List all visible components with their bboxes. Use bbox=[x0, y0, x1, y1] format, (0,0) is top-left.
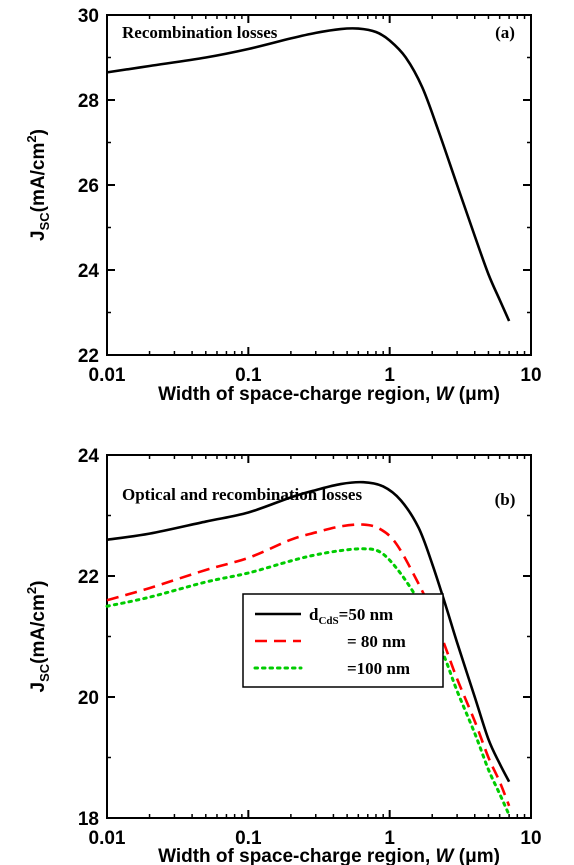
x-tick-label: 1 bbox=[384, 828, 395, 849]
legend-label-text: = 80 nm bbox=[347, 632, 406, 651]
chart-title: Recombination losses bbox=[122, 23, 278, 42]
y-tick-label: 24 bbox=[78, 261, 100, 282]
legend-label-sub: CdS bbox=[318, 615, 338, 627]
y-tick-label: 28 bbox=[78, 91, 99, 112]
y-tick-label: 20 bbox=[78, 688, 99, 709]
series-line-dashed bbox=[106, 523, 511, 807]
legend-label-text: =50 nm bbox=[339, 605, 394, 624]
y-axis-label: JSC(mA/cm2) bbox=[24, 129, 52, 241]
y-axis-label-sup: 2 bbox=[24, 587, 39, 594]
series-line-solid bbox=[106, 480, 511, 783]
series-line-solid bbox=[106, 27, 511, 322]
y-tick-label: 18 bbox=[78, 809, 99, 830]
y-axis-label-unit: (mA/cm bbox=[28, 143, 49, 213]
y-tick-label: 22 bbox=[78, 346, 99, 367]
x-tick-label: 10 bbox=[520, 828, 541, 849]
y-axis-label-close: ) bbox=[28, 581, 49, 587]
y-axis-label-main: J bbox=[28, 682, 49, 693]
y-tick-label: 22 bbox=[78, 567, 99, 588]
x-tick-label: 0.01 bbox=[89, 828, 126, 849]
x-axis-label-var: W bbox=[436, 384, 456, 405]
series-line-dotted bbox=[105, 547, 511, 817]
x-axis-label-main: Width of space-charge region, bbox=[158, 384, 435, 405]
y-tick-label: 26 bbox=[78, 176, 99, 197]
x-tick-label: 10 bbox=[520, 365, 541, 386]
x-tick-label: 0.1 bbox=[235, 365, 262, 386]
y-axis-label-sup: 2 bbox=[24, 135, 39, 142]
panel-label: (b) bbox=[495, 490, 516, 509]
x-axis-label-var: W bbox=[436, 846, 456, 865]
chart-panel-a: 0.01 0.1 1 10 22 24 26 28 30 Width of space-charg… bbox=[24, 6, 542, 405]
x-axis-label-unit: (μm) bbox=[453, 846, 499, 865]
legend-box bbox=[242, 593, 444, 688]
plot-frame bbox=[106, 14, 532, 356]
x-tick-label: 0.1 bbox=[235, 828, 262, 849]
x-axis-label: Width of space-charge region, W (μm) bbox=[158, 384, 500, 405]
legend-label: = 80 nm bbox=[347, 632, 406, 651]
y-axis-label-main: J bbox=[28, 230, 49, 241]
y-axis-label-unit: (mA/cm bbox=[28, 594, 49, 664]
x-axis-label-main: Width of space-charge region, bbox=[158, 846, 435, 865]
panel-label: (a) bbox=[495, 23, 515, 42]
y-axis-label-sub: SC bbox=[37, 663, 52, 682]
y-axis-label-close: ) bbox=[28, 129, 49, 135]
legend-label: =100 nm bbox=[347, 659, 410, 678]
chart-panel-b: 0.01 0.1 1 10 18 20 22 24 Width of space-charge … bbox=[24, 446, 542, 865]
legend: dCdS=50 nm = 80 nm =100 nm bbox=[242, 593, 444, 688]
x-axis-label: Width of space-charge region, W (μm) bbox=[158, 846, 500, 865]
x-axis-label-unit: (μm) bbox=[453, 384, 499, 405]
y-axis-label: JSC(mA/cm2) bbox=[24, 581, 52, 693]
y-tick-label: 30 bbox=[78, 6, 99, 27]
legend-label-text: =100 nm bbox=[347, 659, 410, 678]
y-tick-label: 24 bbox=[78, 446, 100, 467]
y-axis-label-sub: SC bbox=[37, 212, 52, 231]
chart-title: Optical and recombination losses bbox=[122, 485, 362, 504]
legend-label: dCdS=50 nm bbox=[309, 605, 393, 627]
x-tick-label: 1 bbox=[384, 365, 395, 386]
legend-label-prefix: d bbox=[309, 605, 319, 624]
x-tick-label: 0.01 bbox=[89, 365, 126, 386]
